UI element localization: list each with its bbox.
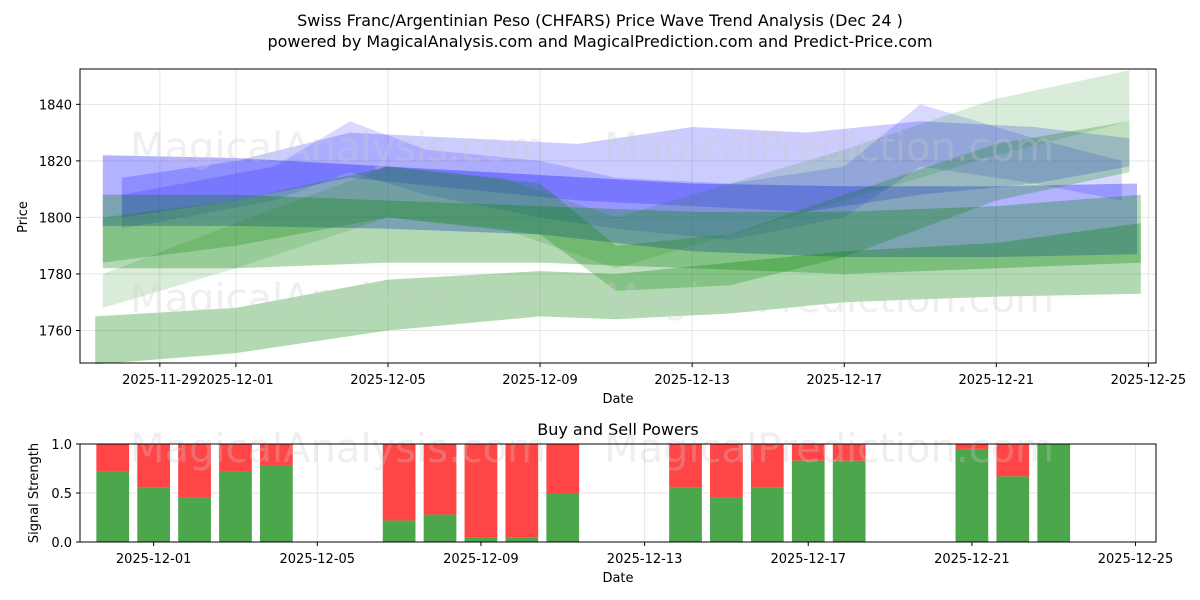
buy-bar-2025-12-01 [137,487,171,542]
signal-x-tick-label-2: 2025-12-09 [443,552,519,567]
price-watermarks: MagicalAnalysis.com MagicalPrediction.co… [130,125,1054,322]
sell-bar-2025-12-21 [955,444,989,449]
wave-band-green-6 [102,70,1130,308]
price-y-axis-label: Price [16,201,31,233]
buy-bar-2025-12-15 [710,497,743,542]
sell-bar-2025-12-03 [219,444,252,472]
buy-bar-2025-12-14 [669,487,702,542]
signal-x-tick-label-4: 2025-12-17 [770,552,846,567]
signal-watermarks: MagicalAnalysis.com MagicalPrediction.co… [130,426,1054,472]
price-y-tick-label-2: 1800 [39,211,72,226]
buy-bar-2025-12-17 [791,460,825,542]
sell-bar-2025-12-02 [178,444,211,498]
price-x-tick-label-7: 2025-12-25 [1111,373,1187,388]
buy-bar-2025-12-08 [423,514,457,542]
signal-bars [96,444,1071,542]
signal-y-axis-label: Signal Strength [27,443,42,543]
wave-band-green-4 [102,194,1141,274]
sell-bar-2025-12-04 [260,444,293,466]
buy-bar-2025-12-04 [260,465,293,542]
sell-bar-2025-12-08 [423,444,457,515]
price-x-tick-label-1: 2025-12-01 [198,373,274,388]
signal-x-tick-label-6: 2025-12-25 [1098,552,1174,567]
sell-bar-2025-12-17 [791,444,825,461]
sell-bar-2025-12-11 [546,444,580,494]
buy-bar-2025-11-30 [96,471,130,542]
buy-bar-2025-12-23 [1037,444,1071,542]
wave-band-green-5 [102,121,1130,291]
signal-x-tick-label-5: 2025-12-21 [934,552,1010,567]
price-y-tick-label-3: 1820 [39,155,72,170]
price-y-tick-label-1: 1780 [39,268,72,283]
price-y-tick-label-4: 1840 [39,98,72,113]
watermark-prediction-bottom: MagicalPrediction.com [604,276,1054,322]
signal-x-axis-label: Date [602,571,633,586]
price-x-tick-label-3: 2025-12-09 [502,373,578,388]
price-x-axis-label: Date [602,392,633,407]
signal-x-tick-label-3: 2025-12-13 [607,552,683,567]
chart-title-line1: Swiss Franc/Argentinian Peso (CHFARS) Pr… [297,11,903,30]
signal-chart: Buy and Sell Powers MagicalAnalysis.com … [27,420,1173,586]
buy-bar-2025-12-18 [832,460,866,542]
signal-y-tick-label-2: 1.0 [51,438,72,453]
sell-bar-2025-12-10 [505,444,539,538]
price-x-tick-label-5: 2025-12-17 [806,373,882,388]
sell-bar-2025-12-09 [464,444,498,538]
sell-bar-2025-12-14 [669,444,702,488]
watermark-prediction-signal: MagicalPrediction.com [604,426,1054,472]
wave-band-blue-0 [102,155,1137,257]
price-x-tick-label-4: 2025-12-13 [654,373,730,388]
signal-y-tick-label-1: 0.5 [51,487,72,502]
price-y-tick-label-0: 1760 [39,324,72,339]
signal-x-tick-label-0: 2025-12-01 [116,552,192,567]
price-chart: MagicalAnalysis.com MagicalPrediction.co… [16,68,1186,407]
wave-band-blue-2 [121,104,1122,240]
buy-bar-2025-12-09 [464,537,498,542]
sell-bar-2025-11-30 [96,444,130,472]
signal-x-ticks: 2025-12-01 2025-12-05 2025-12-09 2025-12-13… [116,542,1173,567]
wave-band-blue-1 [121,121,1130,218]
chart-title-line2: powered by MagicalAnalysis.com and Magic… [267,32,932,51]
watermark-analysis-signal: MagicalAnalysis.com [130,426,546,472]
buy-bar-2025-12-16 [750,487,784,542]
price-plot-frame [79,68,1157,364]
sell-bar-2025-12-16 [750,444,784,488]
price-bands [95,70,1141,365]
watermark-analysis-top: MagicalAnalysis.com [130,125,546,171]
price-x-tick-label-0: 2025-11-29 [122,373,198,388]
price-x-tick-label-6: 2025-12-21 [959,373,1035,388]
buy-bar-2025-12-03 [219,471,252,542]
price-y-ticks: 1760 1780 1800 1820 1840 [39,98,80,339]
signal-y-ticks: 0.0 0.5 1.0 [51,438,80,551]
watermark-prediction-top: MagicalPrediction.com [604,125,1054,171]
sell-bar-2025-12-22 [996,444,1030,477]
sell-bar-2025-12-07 [382,444,416,521]
signal-x-tick-label-1: 2025-12-05 [280,552,356,567]
buy-bar-2025-12-07 [382,520,416,542]
price-grid [80,69,1156,363]
sell-bar-2025-12-01 [137,444,171,488]
signal-chart-title: Buy and Sell Powers [537,420,699,439]
sell-bar-2025-12-15 [710,444,743,498]
price-x-tick-label-2: 2025-12-05 [350,373,426,388]
signal-y-tick-label-0: 0.0 [51,536,72,551]
price-x-ticks: 2025-11-29 2025-12-01 2025-12-05 2025-12-09… [122,363,1186,388]
buy-bar-2025-12-11 [546,493,580,542]
buy-bar-2025-12-02 [178,497,211,542]
buy-bar-2025-12-22 [996,476,1030,542]
watermark-analysis-bottom: MagicalAnalysis.com [130,276,546,322]
wave-band-green-3 [95,223,1141,365]
buy-bar-2025-12-21 [955,448,989,542]
buy-bar-2025-12-10 [505,537,539,542]
sell-bar-2025-12-18 [832,444,866,461]
